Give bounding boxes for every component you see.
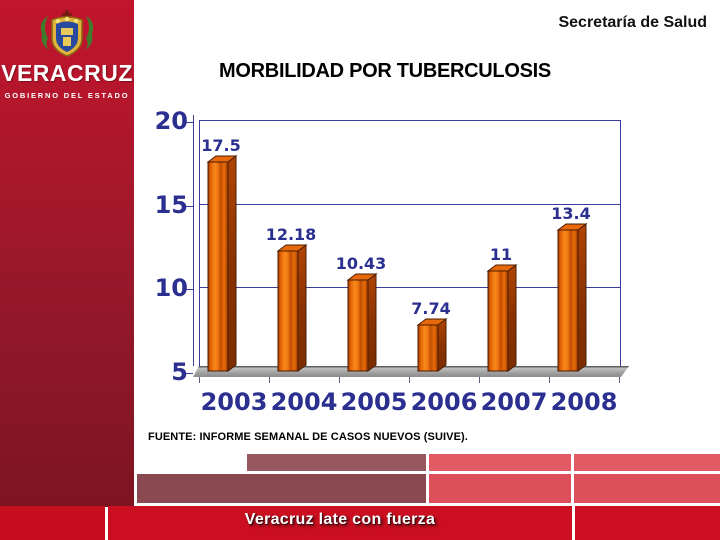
bar-value-label: 7.74: [411, 299, 451, 318]
y-axis-tick: [185, 289, 193, 290]
footer-cell: [574, 454, 720, 471]
bar: [277, 250, 299, 372]
bar-value-label: 17.5: [201, 136, 241, 155]
bar-value-label: 13.4: [551, 204, 591, 223]
state-name: VERACRUZ: [1, 60, 133, 86]
plot-right-border: [620, 120, 621, 371]
gridline: [199, 120, 620, 121]
x-axis-tick: [479, 377, 480, 383]
x-tick-label: 2004: [270, 388, 338, 416]
x-tick-label: 2003: [200, 388, 268, 416]
bar-value-label: 11: [489, 245, 513, 264]
footer-cell: [0, 506, 105, 540]
bar-top-face: [206, 155, 238, 163]
axis-wall-inner: [199, 120, 200, 371]
sidebar: VERACRUZ GOBIERNO DEL ESTADO: [0, 0, 134, 507]
bar-value-label: 12.18: [265, 225, 317, 244]
bar-side-face: [507, 264, 517, 372]
y-tick-label: 20: [154, 107, 188, 135]
bar-side-face: [297, 244, 307, 372]
bar-top-face: [556, 223, 588, 231]
bar-top-face: [486, 264, 518, 272]
footer-cell: [429, 454, 571, 471]
source-note: FUENTE: INFORME SEMANAL DE CASOS NUEVOS …: [148, 431, 468, 443]
bar-side-face: [367, 273, 377, 372]
chart-floor: [193, 366, 629, 377]
government-label: GOBIERNO DEL ESTADO: [4, 91, 130, 100]
x-tick-label: 2008: [550, 388, 618, 416]
x-axis-tick: [339, 377, 340, 383]
footer-cell: [247, 454, 426, 471]
bar-top-face: [276, 244, 308, 252]
y-tick-label: 10: [154, 274, 188, 302]
bar: [207, 161, 229, 372]
y-tick-label: 5: [171, 358, 188, 386]
x-axis-tick: [619, 377, 620, 383]
footer-cell: [108, 506, 572, 540]
x-axis-tick: [409, 377, 410, 383]
ministry-name: Secretaría de Salud: [558, 14, 707, 31]
x-axis-tick: [199, 377, 200, 383]
x-axis-tick: [269, 377, 270, 383]
axis-wall-outer: [193, 115, 194, 366]
y-axis-tick: [185, 206, 193, 207]
y-axis-tick: [185, 373, 193, 374]
x-tick-label: 2006: [410, 388, 478, 416]
bar-side-face: [577, 223, 587, 372]
bar-top-face: [416, 318, 448, 326]
veracruz-coat-of-arms-icon: [34, 8, 100, 63]
y-tick-label: 15: [154, 191, 188, 219]
footer-cell: [575, 506, 720, 540]
gridline: [199, 287, 620, 288]
bar: [417, 324, 439, 372]
footer-cell: [574, 474, 720, 503]
gridline: [199, 204, 620, 205]
page-title: MORBILIDAD POR TUBERCULOSIS: [219, 60, 551, 82]
bar: [487, 270, 509, 372]
bar: [347, 279, 369, 372]
bar-value-label: 10.43: [335, 254, 387, 273]
x-tick-label: 2005: [340, 388, 408, 416]
bar-side-face: [437, 318, 447, 372]
footer-slogan: Veracruz late con fuerza: [244, 511, 436, 528]
bar-side-face: [227, 155, 237, 372]
footer-cell: [429, 474, 571, 503]
x-axis-tick: [549, 377, 550, 383]
bar-top-face: [346, 273, 378, 281]
x-tick-label: 2007: [480, 388, 548, 416]
y-axis-tick: [185, 122, 193, 123]
footer-cell: [137, 474, 426, 503]
bar: [557, 229, 579, 372]
